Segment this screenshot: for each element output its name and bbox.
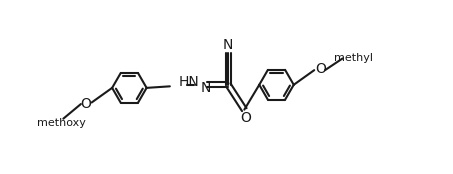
- Text: methoxy: methoxy: [37, 118, 86, 128]
- Text: N: N: [223, 38, 233, 52]
- Text: N: N: [201, 81, 211, 95]
- Text: O: O: [315, 62, 326, 76]
- Text: O: O: [80, 97, 91, 111]
- Text: methyl: methyl: [334, 53, 373, 64]
- Text: O: O: [241, 111, 251, 125]
- Text: HN: HN: [179, 75, 200, 89]
